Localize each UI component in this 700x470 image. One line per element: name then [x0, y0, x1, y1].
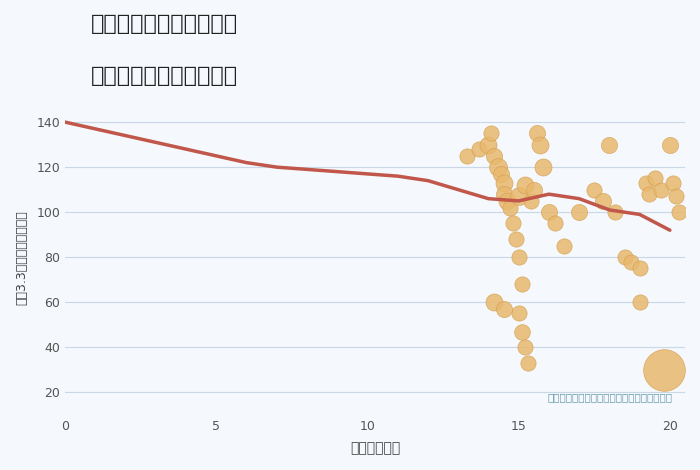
- Point: [498, 190, 509, 198]
- Point: [525, 197, 536, 204]
- Point: [664, 141, 676, 149]
- Point: [610, 208, 621, 216]
- Point: [522, 359, 533, 367]
- Point: [498, 179, 509, 187]
- Text: 愛知県瀬戸市みずの坂の: 愛知県瀬戸市みずの坂の: [91, 14, 238, 34]
- Point: [495, 170, 506, 178]
- Point: [589, 186, 600, 194]
- Point: [486, 130, 497, 137]
- X-axis label: 駅距離（分）: 駅距離（分）: [350, 441, 400, 455]
- Point: [489, 298, 500, 306]
- Point: [658, 366, 669, 374]
- Point: [538, 164, 549, 171]
- Point: [492, 164, 503, 171]
- Point: [673, 208, 685, 216]
- Point: [667, 179, 678, 187]
- Point: [655, 186, 666, 194]
- Point: [604, 141, 615, 149]
- Point: [498, 305, 509, 313]
- Text: 円の大きさは、取引のあった物件面積を示す: 円の大きさは、取引のあった物件面積を示す: [547, 392, 673, 402]
- Point: [483, 141, 494, 149]
- Point: [510, 235, 522, 243]
- Point: [543, 208, 554, 216]
- Point: [598, 197, 609, 204]
- Point: [489, 152, 500, 160]
- Point: [507, 219, 518, 227]
- Point: [516, 281, 527, 288]
- Point: [534, 141, 545, 149]
- Point: [643, 190, 655, 198]
- Point: [640, 179, 651, 187]
- Point: [573, 208, 584, 216]
- Point: [649, 175, 660, 182]
- Point: [619, 253, 630, 261]
- Point: [528, 186, 540, 194]
- Point: [513, 193, 524, 200]
- Point: [519, 181, 531, 189]
- Point: [634, 265, 645, 272]
- Y-axis label: 坪（3.3㎡）単価（万円）: 坪（3.3㎡）単価（万円）: [15, 210, 28, 305]
- Point: [513, 310, 524, 317]
- Point: [501, 197, 512, 204]
- Text: 駅距離別中古戸建て価格: 駅距離別中古戸建て価格: [91, 66, 238, 86]
- Point: [513, 253, 524, 261]
- Point: [634, 298, 645, 306]
- Point: [531, 130, 542, 137]
- Point: [504, 204, 515, 212]
- Point: [671, 193, 682, 200]
- Point: [462, 152, 473, 160]
- Point: [516, 328, 527, 335]
- Point: [474, 145, 485, 153]
- Point: [519, 344, 531, 351]
- Point: [559, 242, 570, 250]
- Point: [550, 219, 561, 227]
- Point: [625, 258, 636, 266]
